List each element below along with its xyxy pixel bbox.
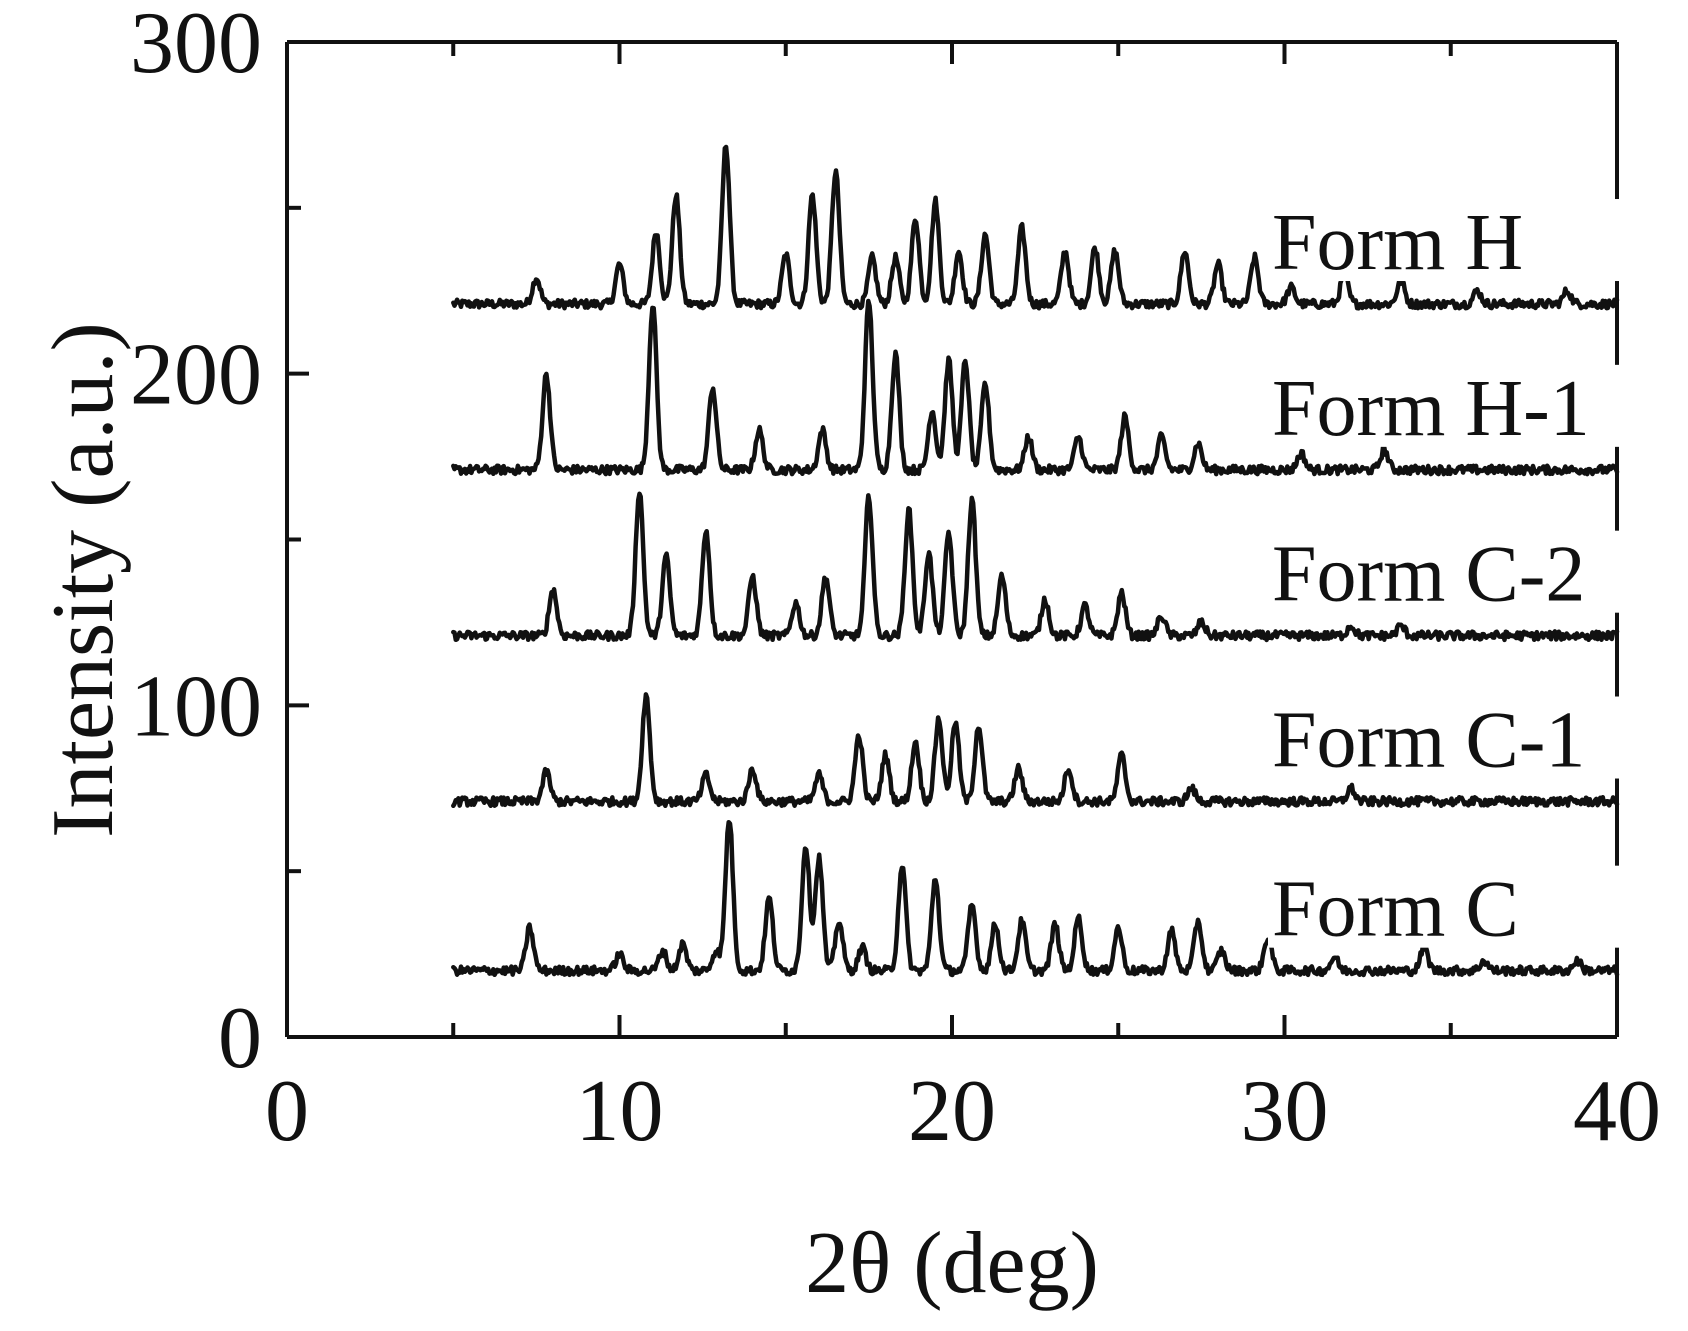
trace-form-c-2 xyxy=(451,491,1620,643)
trace-form-h-1 xyxy=(451,298,1620,477)
series-label-bg xyxy=(1268,696,1658,779)
series-label-form-c: Form C xyxy=(1272,866,1519,954)
y-tick-label-200: 200 xyxy=(130,327,262,424)
y-tick-label-300: 300 xyxy=(130,0,262,92)
series-label-bg xyxy=(1268,199,1658,282)
trace-form-h xyxy=(451,144,1620,311)
series-label-form-c-1: Form C-1 xyxy=(1272,697,1585,785)
y-tick-label-0: 0 xyxy=(218,990,262,1087)
series-label-bg xyxy=(1268,530,1658,613)
series-label-bg xyxy=(1268,865,1658,948)
y-tick-label-100: 100 xyxy=(130,658,262,755)
x-tick-label-30: 30 xyxy=(1241,1063,1329,1160)
trace-form-c-1 xyxy=(451,692,1620,809)
x-tick-label-10: 10 xyxy=(576,1063,664,1160)
x-tick-label-20: 20 xyxy=(908,1063,996,1160)
series-label-form-h-1: Form H-1 xyxy=(1272,365,1590,453)
series-label-form-h: Form H xyxy=(1272,199,1523,287)
x-tick-label-0: 0 xyxy=(265,1063,309,1160)
y-axis-title: Intensity (a.u.) xyxy=(35,322,132,838)
series-label-bg xyxy=(1268,364,1658,447)
series-labels: Form H Form H-1 Form C-2 Form C-1 Form C xyxy=(1268,199,1658,954)
xrd-traces xyxy=(451,144,1620,978)
x-axis-title: 2θ (deg) xyxy=(805,1215,1099,1312)
axis-ticks: 0 10 20 30 40 0 100 200 300 xyxy=(130,0,1661,1160)
series-label-form-c-2: Form C-2 xyxy=(1272,531,1585,619)
x-tick-label-40: 40 xyxy=(1573,1063,1661,1160)
